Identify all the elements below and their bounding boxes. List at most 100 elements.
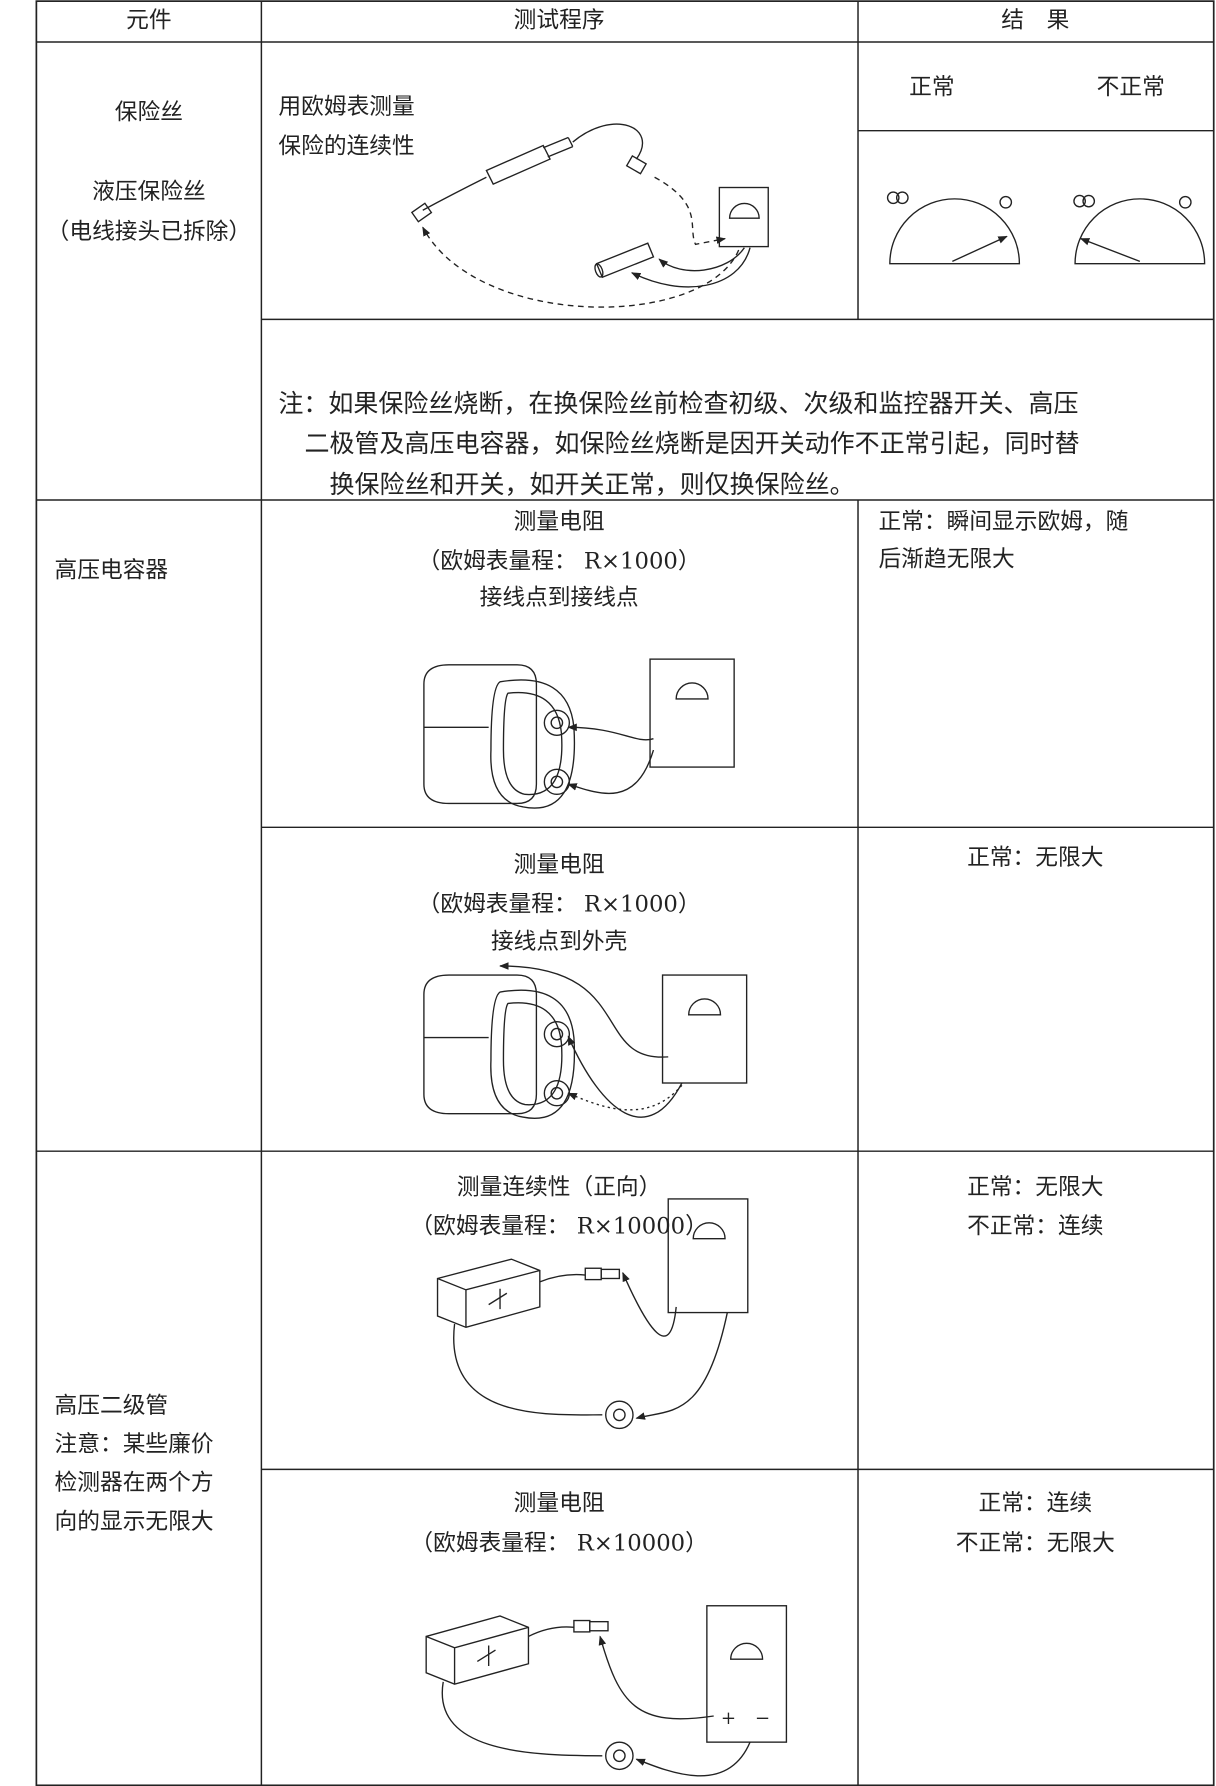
diode-illustration-part bbox=[598, 1635, 714, 1720]
header-cell: 结 果 bbox=[1001, 8, 1069, 34]
gauge-abnormal-part bbox=[1082, 194, 1096, 208]
procedure: （欧姆表量程： R×1000） bbox=[418, 892, 701, 918]
capacitor-illustration-part bbox=[423, 664, 538, 805]
fuse-illustration-part bbox=[718, 186, 769, 248]
diode-illustration-part bbox=[706, 1605, 788, 1743]
capacitor-illustration-part bbox=[550, 775, 564, 789]
gauge-normal bbox=[886, 191, 1021, 265]
procedure: 测量电阻 bbox=[514, 1491, 605, 1517]
fuse-illustration-part bbox=[631, 247, 751, 288]
diode-illustration-part bbox=[635, 1312, 728, 1420]
gauge-normal-part bbox=[889, 198, 1021, 265]
diode-illustration-part bbox=[425, 1615, 530, 1685]
procedure: （欧姆表量程： R×10000） bbox=[410, 1530, 707, 1556]
procedure: （欧姆表量程： R×10000） bbox=[410, 1213, 707, 1239]
diode-illustration-part bbox=[437, 1269, 540, 1328]
capacitor-illustration-part bbox=[543, 709, 571, 736]
procedure: 测量电阻 bbox=[514, 852, 605, 878]
diode-illustration-part bbox=[436, 1258, 541, 1329]
gauge-normal-part bbox=[952, 235, 1008, 262]
diode-illustration-part bbox=[730, 1642, 764, 1660]
result: 正常：无限大 bbox=[967, 1175, 1103, 1201]
fuse-illustration-part bbox=[658, 247, 745, 272]
result-label: 不正常 bbox=[1097, 75, 1165, 101]
component: 检测器在两个方 bbox=[55, 1470, 214, 1496]
diode-illustration-part bbox=[476, 1645, 496, 1666]
gauge-abnormal bbox=[1073, 194, 1206, 265]
fuse-illustration-part bbox=[595, 242, 655, 279]
fuse-illustration-part bbox=[422, 176, 487, 211]
note: 换保险丝和开关，如开关正常，则仅换保险丝。 bbox=[330, 470, 855, 499]
procedure: 接线点到外壳 bbox=[491, 929, 627, 955]
diode-illustration-part bbox=[605, 1741, 634, 1771]
diode-illustration bbox=[425, 1605, 788, 1777]
diode-illustration-part bbox=[539, 1273, 586, 1283]
diode-illustration-part bbox=[600, 1268, 621, 1280]
diode-illustration-part bbox=[441, 1681, 603, 1757]
capacitor-illustration-part bbox=[661, 974, 748, 1084]
component: （电线接头已拆除） bbox=[47, 219, 251, 245]
diode-illustration-part bbox=[613, 1408, 626, 1422]
diode-illustration-part bbox=[584, 1267, 602, 1281]
result: 正常：无限大 bbox=[967, 845, 1103, 871]
procedure: 接线点到接线点 bbox=[480, 585, 639, 611]
capacitor-illustration-part bbox=[550, 1027, 564, 1041]
capacitor-illustration-part bbox=[688, 998, 722, 1016]
capacitor-illustration-part bbox=[567, 1035, 683, 1118]
diode-illustration-part bbox=[425, 1626, 529, 1685]
fuse-illustration bbox=[410, 123, 769, 308]
component: 高压电容器 bbox=[55, 558, 169, 584]
fuse-illustration-part bbox=[625, 154, 648, 175]
capacitor-illustration-part bbox=[550, 716, 564, 730]
table-grid bbox=[35, 0, 1215, 1786]
texts: 元件 测试程序 结 果 保险丝 液压保险丝 （电线接头已拆除） 用欧姆表测量 保… bbox=[47, 8, 1165, 1557]
capacitor-illustration-part bbox=[550, 1086, 564, 1100]
fuse-illustration-part bbox=[728, 202, 760, 219]
capacitor-illustration-part bbox=[543, 1020, 571, 1048]
capacitor-illustration-part bbox=[567, 723, 654, 741]
procedure: 保险的连续性 bbox=[278, 134, 414, 160]
diode-illustration-part bbox=[528, 1626, 574, 1638]
capacitor-illustration-part bbox=[567, 749, 655, 795]
result: 正常：连续 bbox=[978, 1491, 1092, 1517]
capacitor-illustration-part bbox=[423, 974, 538, 1115]
capacitor-illustration bbox=[423, 658, 735, 809]
capacitor-illustration-part bbox=[502, 691, 563, 796]
diode-illustration-part bbox=[453, 1323, 603, 1416]
procedure: 用欧姆表测量 bbox=[278, 94, 414, 120]
capacitor-illustration-part bbox=[502, 1002, 563, 1106]
component: 高压二级管 bbox=[55, 1393, 169, 1419]
diode-illustration-part bbox=[635, 1741, 751, 1777]
diode-illustration-part bbox=[573, 1619, 591, 1633]
result: 不正常：无限大 bbox=[956, 1530, 1115, 1556]
gauge-normal-part bbox=[999, 195, 1013, 209]
procedure: 测量电阻 bbox=[514, 509, 605, 535]
diode-illustration bbox=[436, 1198, 749, 1430]
gauge-abnormal-part bbox=[1079, 238, 1141, 263]
capacitor-illustration-part bbox=[567, 1084, 683, 1111]
result: 正常：瞬间显示欧姆，随 bbox=[878, 509, 1128, 535]
capacitor-illustration-part bbox=[543, 1080, 571, 1107]
capacitor-illustration bbox=[423, 962, 748, 1119]
component: 注意：某些廉价 bbox=[55, 1432, 214, 1458]
header-cell: 测试程序 bbox=[514, 8, 605, 34]
diode-illustration-part bbox=[613, 1749, 626, 1763]
gauge-abnormal-part bbox=[1074, 198, 1206, 265]
diode-illustration-part bbox=[622, 1271, 677, 1337]
component: 向的显示无限大 bbox=[55, 1509, 214, 1535]
fuse-illustration-part bbox=[572, 123, 644, 160]
capacitor-illustration-part bbox=[499, 962, 669, 1058]
capacitor-illustration-part bbox=[543, 768, 571, 796]
diode-illustration-part bbox=[605, 1400, 634, 1430]
header-cell: 元件 bbox=[126, 8, 171, 34]
gauge-normal-part bbox=[886, 191, 900, 205]
fuse-illustration-part bbox=[422, 226, 740, 308]
diode-illustration-part bbox=[722, 1712, 769, 1724]
note: 注：如果保险丝烧断，在换保险丝前检查初级、次级和监控器开关、高压 bbox=[278, 389, 1078, 418]
gauge-normal-part bbox=[895, 191, 909, 205]
capacitor-illustration-part bbox=[675, 682, 709, 700]
capacitor-illustration-part bbox=[490, 679, 576, 809]
component: 液压保险丝 bbox=[92, 179, 206, 205]
